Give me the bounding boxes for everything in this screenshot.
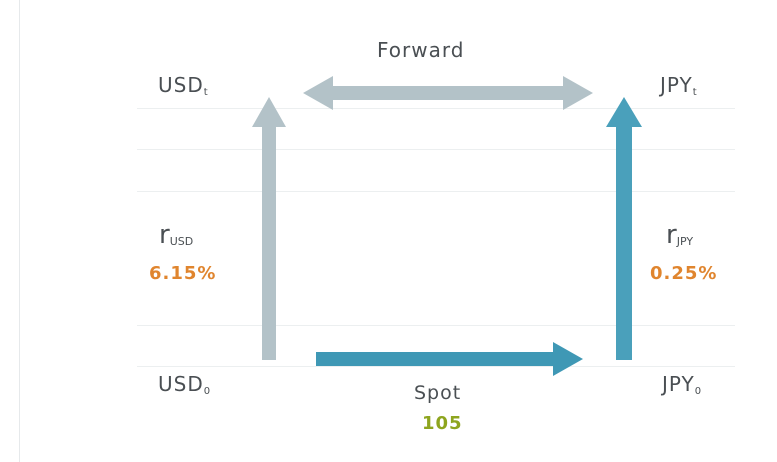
jpy-rate-subscript: JPY [676, 235, 694, 248]
jpy-t-base: JPY [660, 73, 693, 97]
usd-t-base: USD [158, 73, 204, 97]
jpy-t-label: JPYt [660, 75, 697, 98]
usd-rate-subscript: USD [169, 235, 194, 248]
usd-0-base: USD [158, 372, 204, 396]
left-border [19, 0, 20, 462]
jpy-0-base: JPY [662, 372, 695, 396]
usd-t-subscript: t [203, 87, 208, 98]
spot-label: Spot [414, 382, 462, 404]
gridline [137, 191, 735, 192]
jpy-rate-r: r [666, 220, 677, 250]
jpy-0-subscript: 0 [694, 386, 702, 397]
usd-t-label: USDt [158, 75, 208, 98]
jpy-rate-arrow [606, 97, 642, 360]
jpy-rate-value: 0.25% [650, 263, 718, 284]
jpy-0-label: JPY0 [662, 374, 701, 397]
jpy-t-subscript: t [692, 87, 697, 98]
usd-rate-r: r [159, 220, 170, 250]
gridline [137, 149, 735, 150]
forward-arrow [303, 76, 593, 110]
gridline [137, 325, 735, 326]
gridline [137, 366, 735, 367]
usd-0-subscript: 0 [203, 386, 211, 397]
usd-rate-symbol: rUSD [159, 222, 193, 248]
forward-label: Forward [377, 38, 465, 62]
usd-0-label: USD0 [158, 374, 210, 397]
gridline [137, 108, 735, 109]
usd-rate-arrow [252, 97, 286, 360]
spot-value: 105 [422, 413, 463, 434]
jpy-rate-symbol: rJPY [666, 222, 693, 248]
spot-arrow [316, 342, 583, 376]
usd-rate-value: 6.15% [149, 263, 217, 284]
